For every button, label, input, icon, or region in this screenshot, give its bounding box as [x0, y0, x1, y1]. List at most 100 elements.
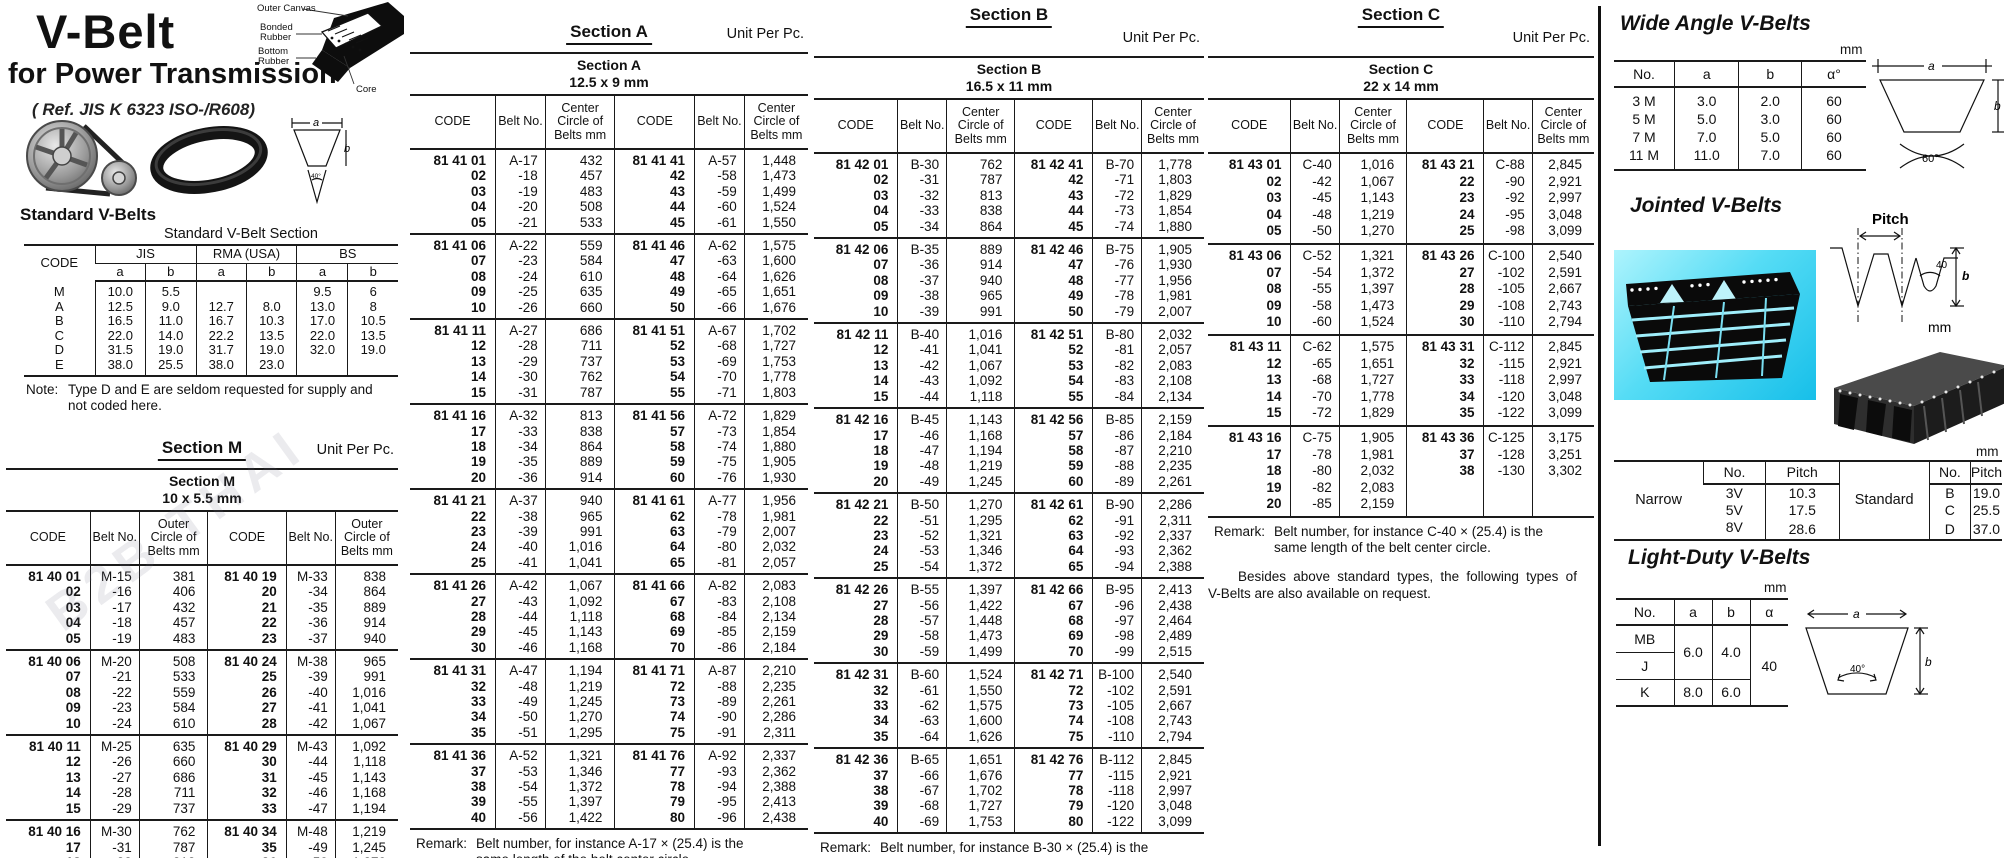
code-cell: 39 — [873, 798, 889, 814]
code-cell: 38 — [873, 783, 889, 799]
belt-no-cell: -54 — [897, 558, 947, 579]
table-row: D 31.5 19.0 31.7 19.0 32.0 19.0 — [24, 342, 398, 358]
table-row: 10 -26 660 50 -66 1,676 — [410, 299, 808, 320]
belt-no-cell: -69 — [694, 353, 745, 370]
code-cell — [1406, 479, 1484, 497]
code-cell: 69 — [1014, 628, 1093, 644]
circle-value-cell: 2,743 — [1141, 713, 1204, 729]
dimension-cell: 9.0 — [145, 299, 197, 314]
dimension-cell: 3.0 — [1673, 87, 1739, 110]
belt-no-cell: -55 — [495, 794, 546, 810]
code-cell: 79 — [614, 794, 695, 810]
belt-no-cell: -82 — [1092, 357, 1142, 374]
table-row: 28 -44 1,118 68 -84 2,134 — [410, 608, 808, 625]
code-cell: 09 — [65, 700, 81, 716]
standard-section-table: CODE JIS RMA (USA) BS a b a b a b M 10.0 5… — [24, 244, 398, 377]
code-cell: 81 40 01 — [28, 569, 81, 584]
circle-value-cell: 381 — [138, 565, 208, 585]
standard-section-table-block: Standard V-Belt Section CODE JIS RMA (US… — [24, 226, 398, 414]
belt-no-cell: -81 — [694, 554, 745, 575]
belt-no-cell: -64 — [694, 268, 745, 285]
table-row: 20 -49 1,245 60 -89 2,261 — [814, 473, 1204, 494]
circle-value-cell: 1,143 — [334, 769, 398, 786]
circle-value-cell: 1,778 — [1141, 153, 1204, 173]
circle-value-cell: 1,676 — [946, 767, 1015, 784]
code-cell: 12 — [1266, 355, 1282, 371]
code-cell: 33 — [207, 800, 287, 821]
belt-no-cell: -38 — [495, 508, 546, 524]
circle-value-cell: 1,524 — [946, 662, 1015, 683]
belt-no-cell: -31 — [89, 839, 140, 855]
belt-no-cell: -84 — [694, 608, 745, 625]
dimension-cell: 60 — [1800, 146, 1866, 170]
belt-no-cell: -110 — [1092, 728, 1142, 749]
circle-value-cell: 2,540 — [1531, 242, 1594, 265]
belt-no-cell: -44 — [285, 754, 336, 770]
table-row: 39 -55 1,397 79 -95 2,413 — [410, 794, 808, 810]
circle-value-cell: 2,159 — [1141, 407, 1204, 428]
column-header: Pitch — [1764, 461, 1840, 485]
circle-value-cell: 1,016 — [334, 684, 398, 701]
belt-no-cell: -60 — [1290, 314, 1340, 335]
note-text: Note: Type D and E are seldom requested … — [26, 382, 373, 413]
page-subtitle: for Power Transmission — [8, 58, 337, 90]
wide-angle-diagram: a b 60° — [1872, 59, 2004, 169]
belt-no-cell: A-17 — [495, 149, 546, 169]
circle-value-cell: 2,540 — [1141, 662, 1204, 683]
belt-no-cell: -89 — [694, 694, 745, 710]
belt-no-cell: -108 — [1483, 297, 1533, 315]
dimension-cell: 25.5 — [145, 357, 197, 376]
belt-no-cell: -53 — [495, 763, 546, 780]
label-outer-canvas: Outer Canvas — [257, 3, 316, 14]
code-cell: 75 — [1014, 728, 1093, 749]
belt-no-cell: 5 M — [1632, 111, 1656, 127]
code-cell: 28 — [1406, 281, 1484, 298]
belt-no-cell: -42 — [1290, 173, 1340, 191]
table-row: 03 -17 432 21 -35 889 — [6, 599, 398, 616]
circle-value-cell: 1,397 — [544, 794, 615, 810]
table-row: 3 M 3.0 2.0 60 — [1614, 87, 1866, 110]
belt-no-cell: M-38 — [285, 649, 336, 670]
circle-value-cell: 1,956 — [1141, 272, 1204, 289]
circle-value-cell: 2,083 — [1338, 479, 1407, 497]
code-cell: 81 43 11 — [1208, 333, 1291, 356]
column-header: b — [245, 263, 297, 282]
svg-text:40°: 40° — [311, 172, 321, 180]
belt-no-cell: -18 — [495, 168, 546, 184]
code-cell: 81 41 16 — [410, 403, 496, 424]
dimension-cell — [296, 357, 348, 376]
circle-value-cell: 2,057 — [743, 554, 808, 575]
belt-no-cell: A-62 — [694, 233, 745, 254]
table-row: 81 41 31 A-47 1,194 81 41 71 A-87 2,210 — [410, 658, 808, 679]
belt-no-cell: -108 — [1092, 713, 1142, 729]
circle-value-cell: 584 — [138, 700, 208, 716]
svg-text:b: b — [1962, 269, 1969, 283]
svg-text:b: b — [1994, 99, 2001, 113]
table-row: 33 -49 1,245 73 -89 2,261 — [410, 694, 808, 710]
code-cell: 44 — [1014, 203, 1093, 219]
belt-no-cell: B-50 — [897, 492, 947, 513]
belt-no-cell: A-22 — [495, 233, 546, 254]
standard-label: Standard — [1838, 461, 1930, 540]
belt-no-cell: -22 — [89, 684, 140, 701]
standard-vbelts-heading: Standard V-Belts — [20, 205, 157, 224]
page-title: V-Belt — [36, 5, 176, 58]
column-header: b — [1711, 599, 1750, 626]
section-title: Section M — [157, 438, 247, 461]
belt-no-cell: B-90 — [1092, 492, 1142, 513]
table-row: 38 -67 1,702 78 -118 2,997 — [814, 783, 1204, 799]
circle-value-cell: 1,600 — [743, 253, 808, 269]
dimension-cell: 5.5 — [145, 281, 197, 300]
dimension-cell: 17.0 — [296, 313, 348, 329]
table-row: 81 42 26 B-55 1,397 81 42 66 B-95 2,413 — [814, 577, 1204, 598]
belt-no-cell: -68 — [694, 338, 745, 354]
circle-value-cell: 2,108 — [743, 593, 808, 609]
belt-no-cell: C-100 — [1483, 242, 1533, 265]
table-row: 30 -59 1,499 70 -99 2,515 — [814, 643, 1204, 664]
code-cell: 03 — [1266, 190, 1282, 206]
section-b-head: Section B Unit Per Pc. — [814, 0, 1204, 56]
svg-text:Rubber: Rubber — [260, 32, 291, 43]
belt-no-cell: -19 — [495, 183, 546, 200]
dimension-cell: 8 — [347, 299, 398, 314]
